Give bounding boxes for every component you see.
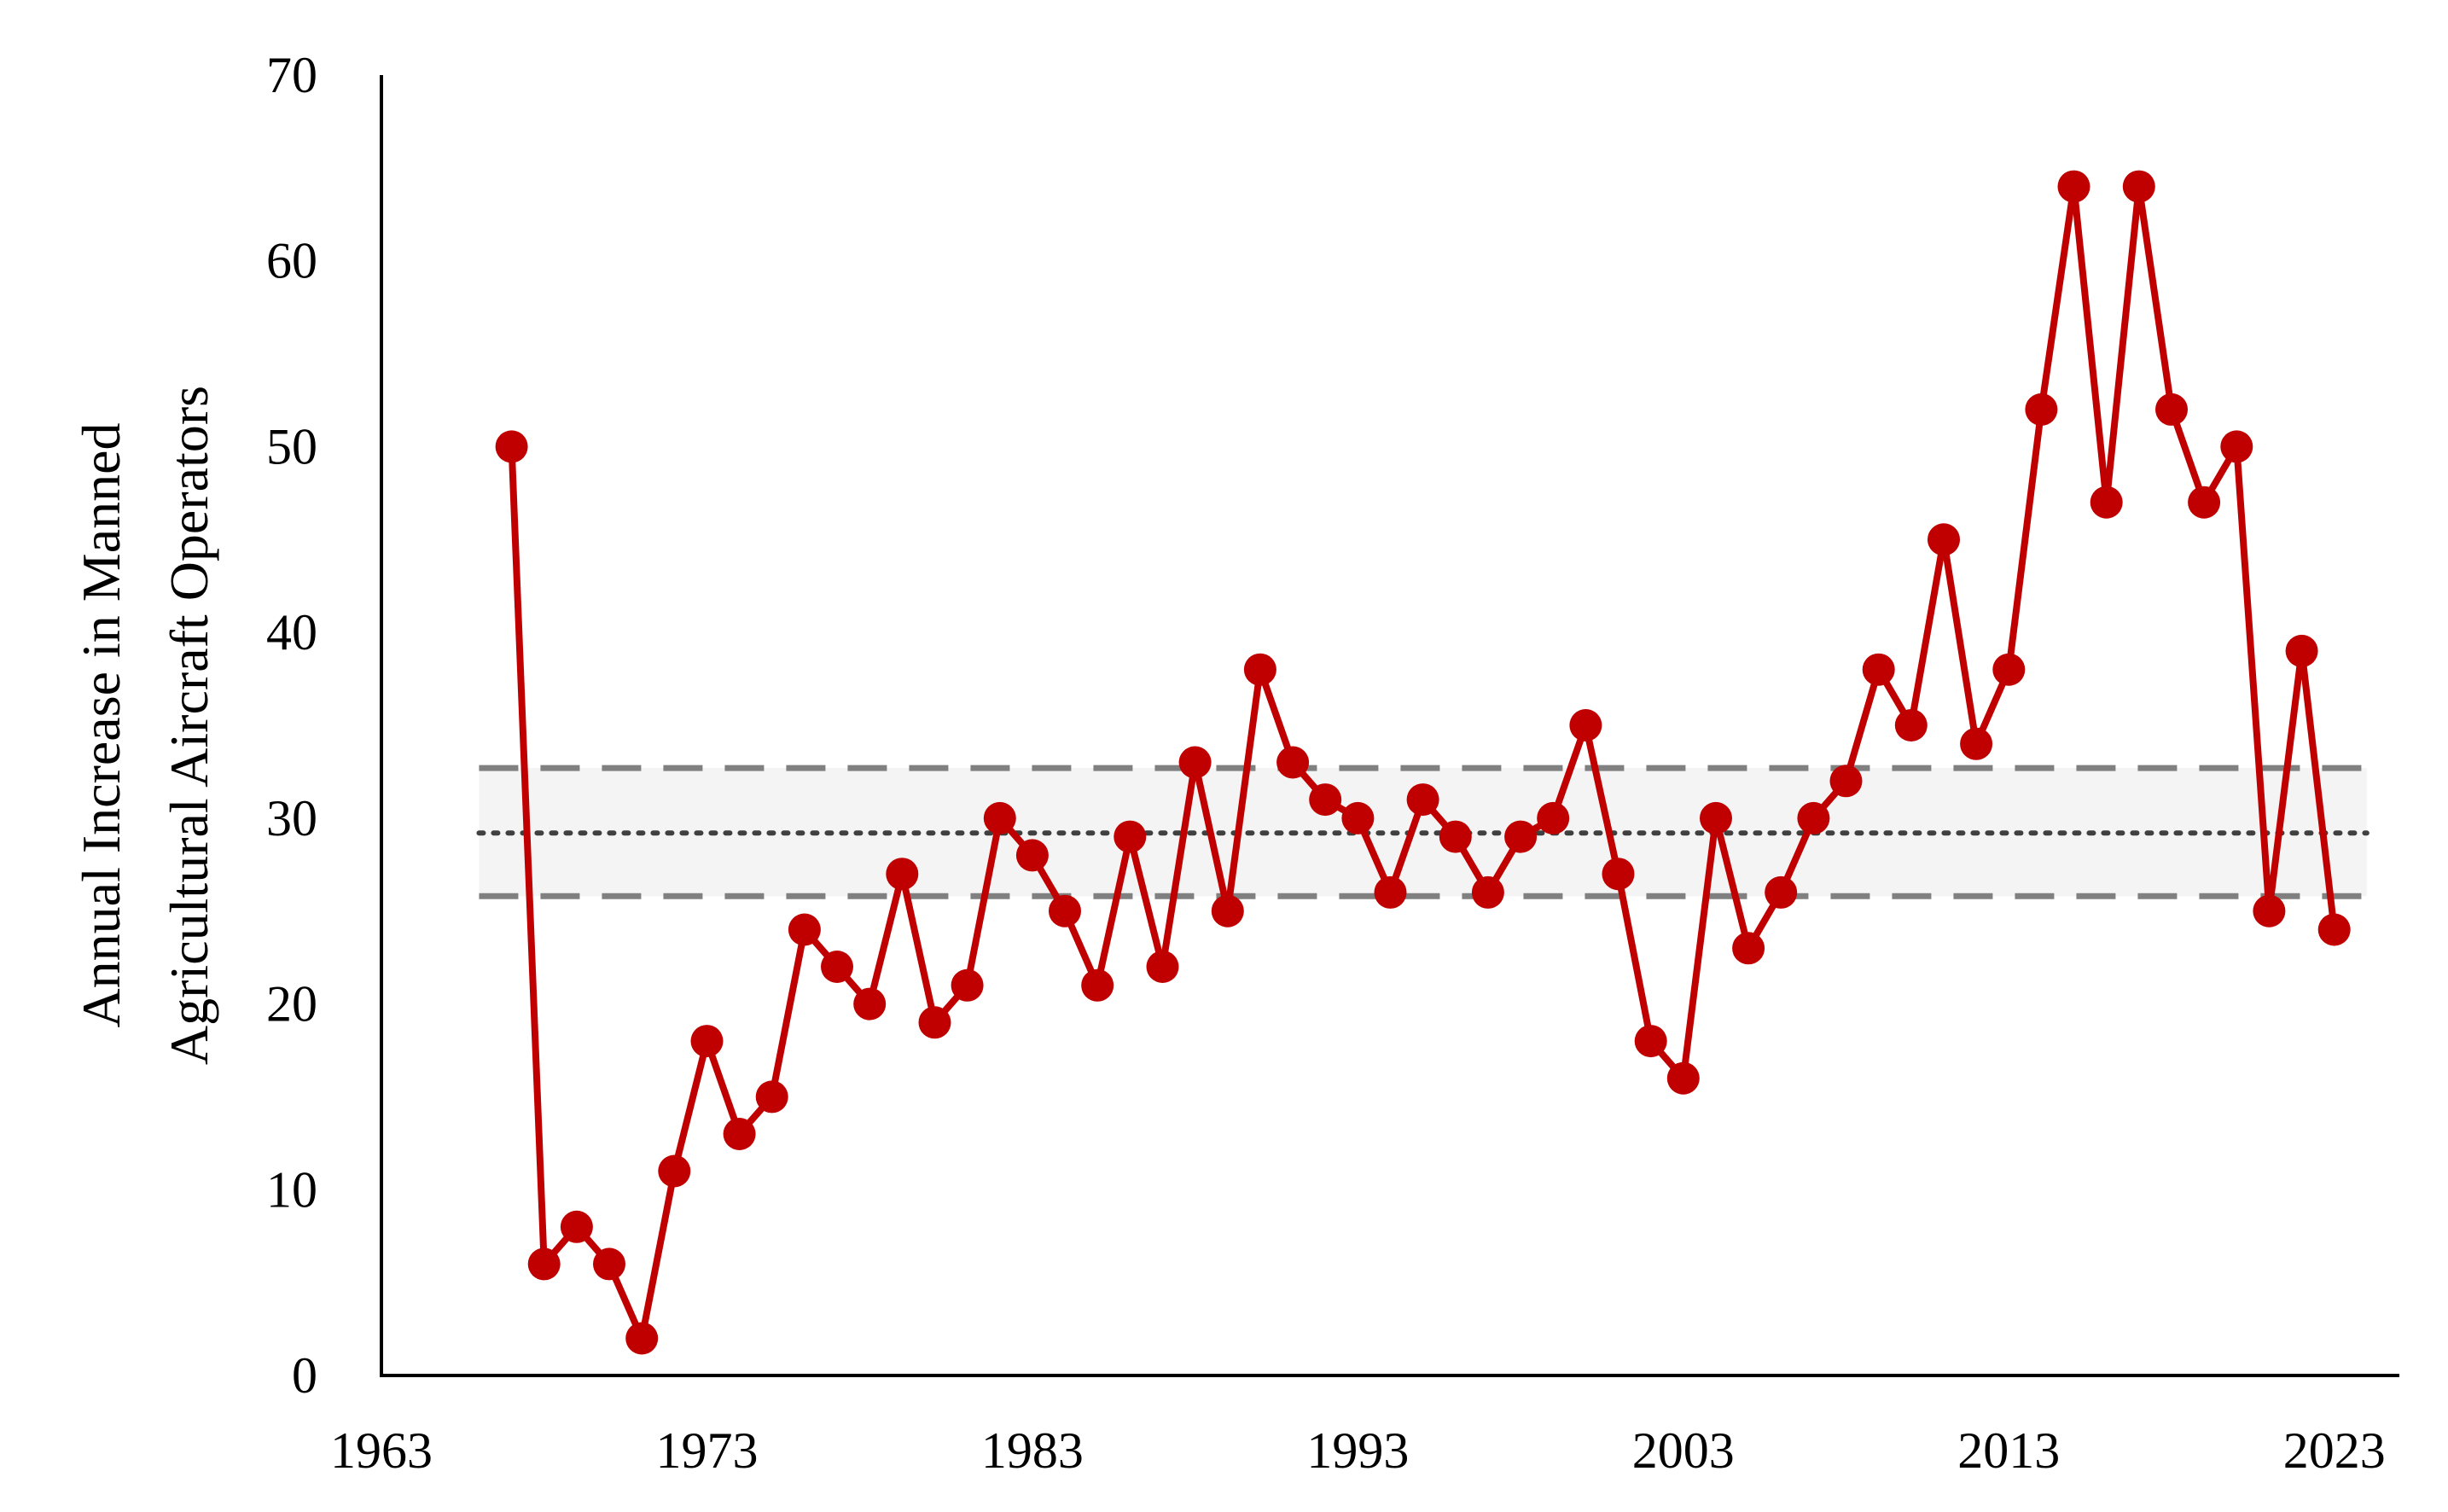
axes <box>380 75 2399 1377</box>
y-tick-label: 30 <box>266 790 317 846</box>
data-point-2000 <box>1569 709 1602 741</box>
y-axis-label-line-1: Annual Increase in Manned <box>71 422 131 1027</box>
data-point-2022 <box>2285 634 2318 667</box>
x-tick-label: 1983 <box>981 1422 1084 1479</box>
data-point-1977 <box>821 951 853 983</box>
data-point-1993 <box>1341 801 1375 835</box>
data-point-2021 <box>2253 894 2286 928</box>
data-point-1986 <box>1114 820 1147 853</box>
data-point-2017 <box>2122 170 2155 203</box>
data-point-2008 <box>1829 765 1863 798</box>
data-point-1984 <box>1049 894 1081 928</box>
data-series <box>495 170 2351 1355</box>
data-point-1991 <box>1276 746 1310 779</box>
data-point-1972 <box>658 1154 691 1188</box>
data-point-1970 <box>593 1247 625 1281</box>
y-tick-label: 60 <box>266 233 317 289</box>
y-tick-label: 40 <box>266 604 317 660</box>
data-point-1976 <box>788 913 821 946</box>
data-point-1983 <box>1015 839 1049 872</box>
data-point-2014 <box>2025 393 2058 426</box>
data-point-2023 <box>2317 913 2351 946</box>
x-tick-label: 2003 <box>1632 1422 1735 1479</box>
data-point-1996 <box>1439 820 1472 853</box>
data-point-1978 <box>853 987 887 1021</box>
series-line <box>508 183 2338 1342</box>
data-point-1969 <box>560 1210 593 1243</box>
tick-labels: 1963 1973 1983 1993 2003 2013 2023 0 10 20 30 40 50 6… <box>266 47 2386 1479</box>
y-tick-label: 70 <box>266 47 317 103</box>
data-point-2018 <box>2155 393 2188 426</box>
data-point-2019 <box>2188 486 2221 519</box>
data-point-2016 <box>2090 486 2123 519</box>
data-point-1967 <box>495 430 528 463</box>
data-point-1990 <box>1243 653 1276 686</box>
data-point-2009 <box>1862 653 1895 686</box>
y-tick-label: 10 <box>266 1161 317 1218</box>
data-point-1992 <box>1309 783 1342 817</box>
x-tick-label: 2013 <box>1957 1422 2060 1479</box>
data-point-1989 <box>1211 894 1244 928</box>
data-point-1980 <box>918 1006 951 1039</box>
data-point-1985 <box>1081 968 1114 1002</box>
y-tick-label: 20 <box>266 976 317 1032</box>
data-point-2003 <box>1666 1061 1700 1095</box>
x-tick-label: 1973 <box>655 1422 758 1479</box>
data-point-1968 <box>527 1247 561 1281</box>
data-point-1981 <box>951 968 984 1002</box>
data-point-1987 <box>1146 951 1179 983</box>
data-point-2005 <box>1732 932 1765 965</box>
data-point-2012 <box>1960 727 1993 760</box>
data-point-1971 <box>625 1322 659 1355</box>
x-tick-label: 2023 <box>2283 1422 2386 1479</box>
data-point-2010 <box>1894 709 1928 741</box>
data-point-2015 <box>2057 170 2090 203</box>
data-point-2007 <box>1797 801 1830 835</box>
data-point-1982 <box>983 801 1016 835</box>
data-point-1988 <box>1178 746 1212 779</box>
data-point-1979 <box>886 858 919 891</box>
data-point-1998 <box>1504 820 1538 853</box>
data-point-1974 <box>723 1118 756 1150</box>
data-point-2004 <box>1700 801 1732 835</box>
y-tick-label: 0 <box>292 1347 317 1404</box>
data-point-1975 <box>755 1080 788 1114</box>
data-point-2001 <box>1602 858 1635 891</box>
data-point-2013 <box>1992 653 2026 686</box>
data-point-1995 <box>1406 783 1439 817</box>
data-point-2011 <box>1928 523 1960 556</box>
data-point-1994 <box>1374 875 1407 909</box>
x-tick-label: 1993 <box>1306 1422 1409 1479</box>
data-point-2020 <box>2220 430 2253 463</box>
data-point-1997 <box>1471 875 1504 909</box>
y-axis-label-line-2: Agricultural Aircraft Operators <box>159 386 219 1065</box>
x-tick-label: 1963 <box>330 1422 433 1479</box>
data-point-1999 <box>1537 801 1570 835</box>
data-point-2006 <box>1765 875 1798 909</box>
y-tick-label: 50 <box>266 418 317 474</box>
data-point-2002 <box>1634 1025 1667 1058</box>
data-point-1973 <box>690 1025 724 1058</box>
